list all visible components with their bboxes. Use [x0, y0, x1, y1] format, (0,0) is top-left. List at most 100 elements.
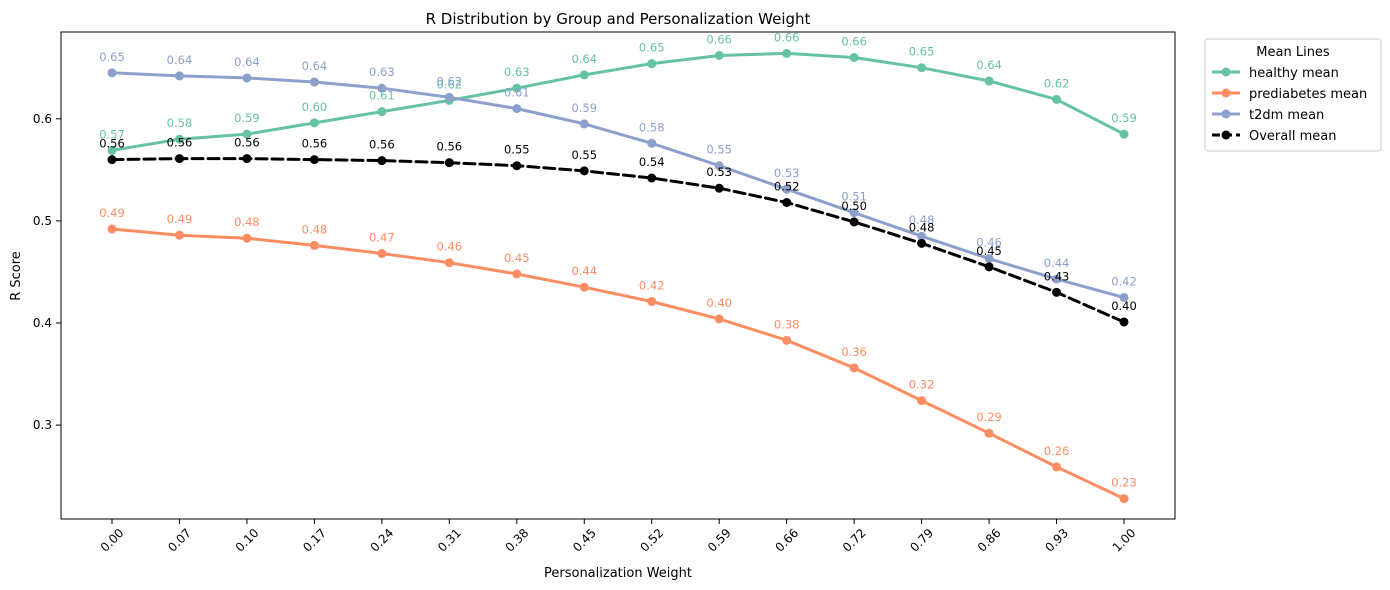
data-point — [984, 254, 994, 264]
x-tick-label: 0.07 — [165, 526, 194, 555]
data-point — [377, 83, 387, 93]
data-label: 0.55 — [504, 143, 530, 157]
legend-item: prediabetes mean — [1212, 87, 1367, 102]
data-label: 0.64 — [302, 59, 328, 73]
plot-area-frame — [60, 31, 1176, 520]
data-label: 0.65 — [909, 45, 935, 59]
legend-frame — [1204, 38, 1382, 152]
data-label: 0.38 — [774, 317, 800, 331]
data-point — [782, 48, 792, 58]
series-line — [110, 157, 1126, 324]
data-point — [782, 198, 792, 208]
data-point — [1052, 287, 1062, 297]
y-axis-ticks: 0.3 0.4 0.5 0.6 — [33, 112, 61, 432]
data-point — [107, 155, 117, 165]
data-point — [984, 262, 994, 272]
data-label: 0.29 — [976, 410, 1002, 424]
data-point — [714, 183, 724, 193]
data-point — [309, 155, 319, 165]
data-label: 0.54 — [639, 155, 665, 169]
data-label: 0.59 — [571, 101, 597, 115]
data-label: 0.40 — [1111, 299, 1137, 313]
data-label: 0.23 — [1111, 476, 1137, 490]
data-point — [377, 249, 387, 259]
data-point — [309, 240, 319, 250]
legend-label: healthy mean — [1249, 66, 1339, 81]
data-label: 0.61 — [504, 86, 530, 100]
data-label: 0.43 — [1044, 269, 1070, 283]
data-label: 0.58 — [639, 120, 665, 134]
data-point — [444, 92, 454, 102]
legend-label: prediabetes mean — [1249, 87, 1367, 102]
data-label: 0.62 — [437, 74, 463, 88]
series-t2dm-mean: 0.65 0.64 0.64 0.64 0.63 0.62 0.61 0.59 0.58 0.55… — [99, 50, 1137, 302]
data-label: 0.48 — [909, 220, 935, 234]
data-label: 0.65 — [99, 50, 125, 64]
series-healthy-mean: 0.57 0.58 0.59 0.60 0.61 0.62 0.63 0.64 0.65 0.66… — [99, 30, 1137, 155]
series-line — [110, 51, 1126, 152]
legend-item: t2dm mean — [1212, 108, 1324, 123]
chart-title: R Distribution by Group and Personalizat… — [426, 10, 811, 28]
x-tick-label: 0.45 — [570, 526, 599, 555]
data-label: 0.45 — [504, 251, 530, 265]
data-point — [444, 158, 454, 168]
x-tick-label: 0.72 — [840, 526, 869, 555]
data-point — [1052, 462, 1062, 472]
series-overall-mean: 0.56 0.56 0.56 0.56 0.56 0.56 0.55 0.55 0.54 0.53… — [99, 136, 1137, 327]
x-tick-label: 0.59 — [705, 526, 734, 555]
data-label: 0.53 — [706, 165, 732, 179]
data-label: 0.26 — [1044, 444, 1070, 458]
data-point — [579, 70, 589, 80]
data-point — [782, 184, 792, 194]
data-label: 0.66 — [774, 30, 800, 44]
data-point — [174, 134, 184, 144]
data-label: 0.64 — [167, 53, 193, 67]
data-label: 0.56 — [99, 137, 125, 151]
data-point — [512, 104, 522, 114]
data-point — [1119, 494, 1129, 504]
data-label: 0.48 — [234, 215, 260, 229]
series-line — [110, 227, 1126, 501]
data-point — [512, 83, 522, 93]
data-label: 0.57 — [99, 127, 125, 141]
data-label: 0.63 — [504, 65, 530, 79]
data-point — [579, 166, 589, 176]
data-point — [714, 50, 724, 60]
data-point — [444, 258, 454, 268]
data-point — [174, 154, 184, 164]
data-label: 0.63 — [369, 65, 395, 79]
data-point — [512, 269, 522, 279]
data-point — [647, 138, 657, 148]
x-tick-label: 0.93 — [1042, 526, 1071, 555]
data-point — [849, 217, 859, 227]
data-label: 0.51 — [841, 190, 867, 204]
data-point — [377, 107, 387, 117]
data-point — [512, 161, 522, 171]
x-axis-label: Personalization Weight — [544, 566, 692, 581]
data-label: 0.42 — [639, 279, 665, 293]
series-line — [110, 71, 1126, 299]
legend-label: t2dm mean — [1249, 108, 1324, 123]
data-label: 0.59 — [1111, 111, 1137, 125]
legend: Mean Lines healthy mean prediabetes mean t… — [1204, 38, 1382, 152]
legend-label: Overall mean — [1249, 129, 1336, 144]
x-tick-label: 0.66 — [772, 526, 801, 555]
y-tick-label: 0.4 — [33, 316, 52, 330]
data-label: 0.56 — [302, 137, 328, 151]
series-prediabetes-mean: 0.49 0.49 0.480.480.470.460.450.440.420.40… — [99, 206, 1137, 504]
data-label: 0.56 — [234, 136, 260, 150]
data-label: 0.46 — [976, 236, 1002, 250]
data-label: 0.65 — [639, 41, 665, 55]
data-point — [714, 161, 724, 171]
legend-items: healthy mean prediabetes mean t2dm mean Ove… — [1212, 66, 1367, 144]
data-label: 0.42 — [1111, 274, 1137, 288]
x-tick-label: 0.79 — [907, 526, 936, 555]
x-tick-label: 0.17 — [300, 526, 329, 555]
data-point — [917, 396, 927, 406]
data-label: 0.55 — [706, 143, 732, 157]
data-label: 0.55 — [571, 148, 597, 162]
data-label: 0.45 — [976, 244, 1002, 258]
data-label: 0.50 — [841, 199, 867, 213]
data-label: 0.36 — [841, 345, 867, 359]
data-point — [1119, 292, 1129, 302]
